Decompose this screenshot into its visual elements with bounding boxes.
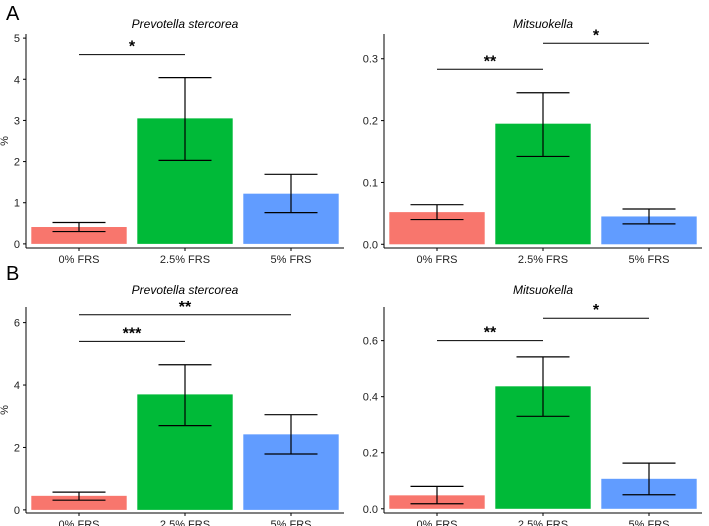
y-tick-label: 3	[14, 115, 20, 127]
y-tick-label: 5	[14, 33, 20, 45]
x-tick-label: 5% FRS	[629, 519, 670, 526]
significance-label: **	[484, 53, 497, 70]
significance-label: **	[484, 325, 497, 342]
x-tick-label: 0% FRS	[417, 519, 458, 526]
x-tick-label: 5% FRS	[629, 254, 670, 266]
x-tick-label: 5% FRS	[271, 254, 312, 266]
x-tick-label: 0% FRS	[417, 254, 458, 266]
y-tick-label: 0.6	[363, 336, 378, 348]
x-tick-label: 0% FRS	[59, 254, 100, 266]
y-tick-label: 0.3	[363, 54, 378, 66]
x-tick-label: 2.5% FRS	[160, 519, 210, 526]
significance-label: *	[593, 27, 600, 44]
x-tick-label: 2.5% FRS	[160, 254, 210, 266]
y-tick-label: 6	[14, 318, 20, 330]
significance-label: ***	[123, 325, 142, 342]
y-tick-label: 1	[14, 198, 20, 210]
chart-title: Mitsuokella	[513, 283, 573, 297]
x-tick-label: 0% FRS	[59, 519, 100, 526]
y-tick-label: 2	[14, 442, 20, 454]
x-tick-label: 5% FRS	[271, 519, 312, 526]
y-tick-label: 0.2	[363, 116, 378, 128]
y-tick-label: 0	[14, 239, 20, 251]
y-tick-label: 0.0	[363, 504, 378, 516]
chart-title: Prevotella stercorea	[132, 283, 239, 297]
significance-label: *	[593, 302, 600, 319]
chart-title: Prevotella stercorea	[132, 17, 239, 31]
panel-letter: B	[6, 263, 19, 285]
bar	[31, 495, 127, 510]
y-tick-label: 4	[14, 380, 20, 392]
y-tick-label: 0.1	[363, 177, 378, 189]
y-axis-label: %	[0, 136, 11, 146]
significance-label: *	[129, 39, 136, 56]
significance-label: **	[179, 299, 192, 316]
y-tick-label: 0.0	[363, 239, 378, 251]
y-tick-label: 0.4	[363, 392, 378, 404]
panel-letter: A	[6, 3, 20, 25]
y-axis-label: %	[0, 405, 11, 415]
x-tick-label: 2.5% FRS	[518, 254, 568, 266]
x-tick-label: 2.5% FRS	[518, 519, 568, 526]
y-tick-label: 4	[14, 74, 20, 86]
chart-title: Mitsuokella	[513, 17, 573, 31]
y-tick-label: 2	[14, 157, 20, 169]
y-tick-label: 0.2	[363, 448, 378, 460]
y-tick-label: 0	[14, 505, 20, 517]
